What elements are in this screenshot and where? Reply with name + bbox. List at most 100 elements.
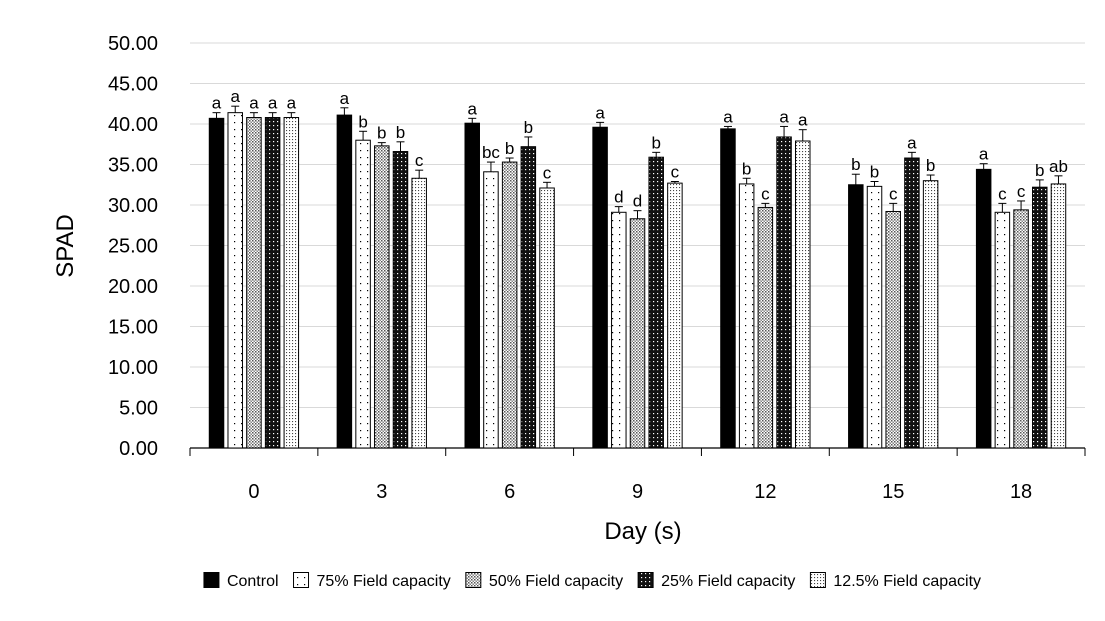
x-tick-label: 15 bbox=[882, 481, 904, 503]
legend-label: Control bbox=[227, 573, 279, 590]
legend-label: 75% Field capacity bbox=[317, 573, 451, 590]
significance-letter: b bbox=[1035, 161, 1044, 180]
y-tick-label: 15.00 bbox=[108, 317, 158, 339]
bar bbox=[848, 184, 864, 449]
legend-label: 12.5% Field capacity bbox=[833, 573, 981, 590]
x-tick-label: 0 bbox=[248, 481, 259, 503]
significance-letter: bc bbox=[482, 143, 500, 162]
legend-label: 25% Field capacity bbox=[661, 573, 795, 590]
significance-letter: c bbox=[415, 151, 424, 170]
y-tick-label: 50.00 bbox=[108, 33, 158, 55]
bar bbox=[411, 177, 427, 449]
bar bbox=[501, 161, 518, 449]
significance-letter: a bbox=[907, 133, 917, 152]
significance-letter: c bbox=[671, 163, 680, 182]
bar bbox=[246, 117, 262, 449]
x-tick-label: 12 bbox=[754, 481, 776, 503]
legend-swatch bbox=[809, 572, 826, 588]
significance-letter: a bbox=[723, 107, 733, 126]
bar bbox=[629, 218, 646, 449]
bar bbox=[885, 210, 901, 449]
bar bbox=[464, 122, 480, 449]
significance-letter: a bbox=[979, 145, 989, 164]
significance-letter: a bbox=[468, 99, 478, 118]
y-tick-label: 30.00 bbox=[108, 195, 158, 217]
bar bbox=[994, 211, 1011, 449]
y-tick-label: 10.00 bbox=[108, 357, 158, 379]
significance-letter: b bbox=[358, 112, 367, 131]
significance-letter: c bbox=[761, 184, 770, 203]
bar bbox=[392, 151, 409, 449]
bar bbox=[611, 211, 627, 449]
bar bbox=[1032, 186, 1048, 449]
significance-letter: a bbox=[249, 94, 259, 113]
bar bbox=[355, 139, 371, 449]
significance-letter: b bbox=[651, 133, 660, 152]
y-tick-label: 35.00 bbox=[108, 155, 158, 177]
x-tick-label: 6 bbox=[504, 481, 515, 503]
bar bbox=[374, 145, 390, 449]
legend-swatch bbox=[293, 572, 310, 588]
significance-letter: ab bbox=[1049, 157, 1068, 176]
y-tick-label: 25.00 bbox=[108, 236, 158, 258]
significance-letter: b bbox=[926, 156, 935, 175]
bar bbox=[738, 183, 755, 449]
x-tick-label: 18 bbox=[1010, 481, 1032, 503]
significance-letter: a bbox=[798, 111, 808, 130]
significance-letter: a bbox=[287, 94, 297, 113]
significance-letter: b bbox=[851, 155, 860, 174]
bar bbox=[592, 126, 608, 449]
bar bbox=[904, 157, 920, 449]
y-tick-label: 0.00 bbox=[119, 438, 158, 460]
bars bbox=[208, 105, 1067, 449]
significance-letter: c bbox=[998, 184, 1007, 203]
legend-swatch bbox=[637, 572, 654, 588]
bar bbox=[1050, 183, 1067, 449]
significance-letter: b bbox=[505, 139, 514, 158]
bar bbox=[922, 180, 939, 449]
y-axis-title: SPAD bbox=[52, 214, 79, 278]
x-axis-title: Day (s) bbox=[604, 518, 681, 545]
legend-swatch bbox=[203, 572, 220, 588]
significance-letter: c bbox=[889, 184, 898, 203]
significance-letter: c bbox=[543, 163, 552, 182]
significance-letter: c bbox=[1017, 182, 1026, 201]
significance-letter: b bbox=[524, 118, 533, 137]
significance-letter: a bbox=[268, 94, 278, 113]
legend-label: 50% Field capacity bbox=[489, 573, 623, 590]
significance-letter: b bbox=[742, 159, 751, 178]
significance-letter: a bbox=[595, 103, 605, 122]
x-tick-label: 3 bbox=[376, 481, 387, 503]
bar bbox=[283, 117, 300, 449]
bar bbox=[776, 136, 792, 449]
y-tick-label: 45.00 bbox=[108, 74, 158, 96]
significance-letter: b bbox=[377, 124, 386, 143]
significance-letter: a bbox=[212, 94, 222, 113]
legend-swatch bbox=[465, 572, 482, 588]
bar bbox=[483, 171, 499, 449]
bar bbox=[520, 146, 537, 449]
significance-letter: a bbox=[779, 107, 789, 126]
bar bbox=[208, 117, 225, 449]
significance-letter: b bbox=[396, 123, 405, 142]
legend: Control 75% Field capacity 50% Field capac… bbox=[203, 572, 981, 590]
bar bbox=[648, 156, 664, 449]
y-tick-label: 20.00 bbox=[108, 276, 158, 298]
bar bbox=[227, 112, 243, 449]
y-tick-label: 40.00 bbox=[108, 114, 158, 136]
significance-letter: b bbox=[870, 163, 879, 182]
significance-letter: d bbox=[614, 188, 623, 207]
x-tick-label: 9 bbox=[632, 481, 643, 503]
bar bbox=[720, 128, 736, 449]
significance-letter: a bbox=[340, 89, 350, 108]
bar bbox=[975, 168, 992, 449]
significance-letter: d bbox=[633, 192, 642, 211]
bar bbox=[757, 206, 774, 449]
bar bbox=[1013, 209, 1029, 449]
bar bbox=[539, 187, 555, 449]
y-tick-label: 5.00 bbox=[119, 398, 158, 420]
bar bbox=[336, 114, 353, 449]
